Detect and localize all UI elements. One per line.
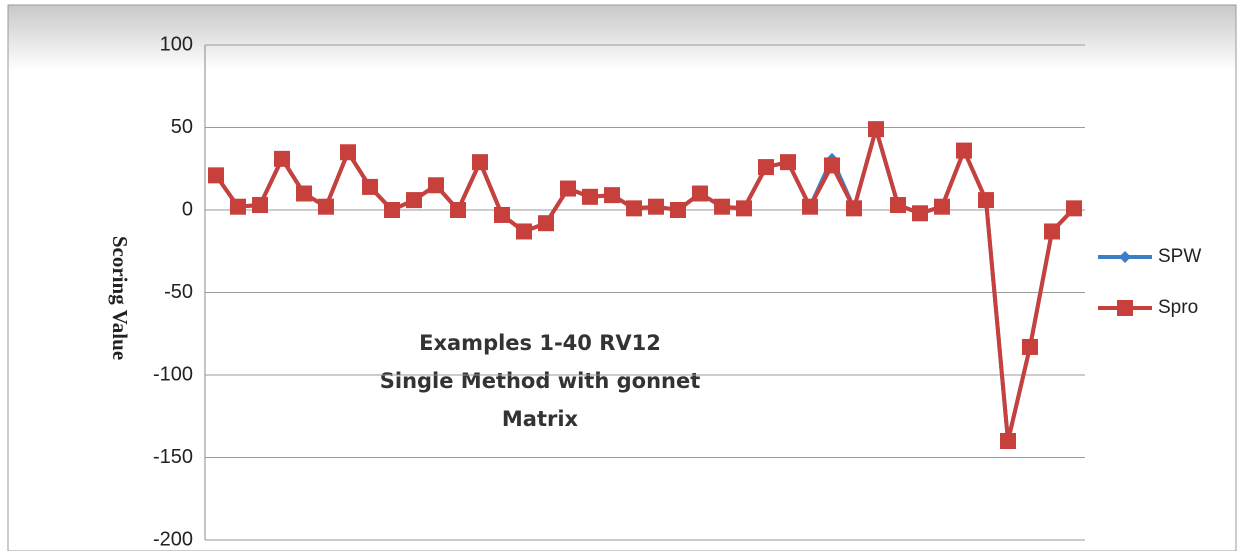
marker <box>890 197 906 214</box>
marker <box>472 154 488 171</box>
y-tick-label: -200 <box>153 528 193 550</box>
annotation: Examples 1-40 RV12 <box>419 331 661 355</box>
marker <box>758 159 774 176</box>
annotation: Matrix <box>502 407 579 431</box>
marker <box>208 167 224 184</box>
y-tick-label: -100 <box>153 363 193 385</box>
marker <box>1022 338 1038 355</box>
marker <box>780 154 796 171</box>
marker <box>978 192 994 209</box>
marker <box>230 198 246 215</box>
marker <box>956 142 972 159</box>
marker <box>428 177 444 194</box>
legend-label: SPW <box>1158 246 1201 267</box>
marker <box>934 198 950 215</box>
marker <box>362 178 378 195</box>
marker <box>406 192 422 209</box>
marker <box>318 198 334 215</box>
y-tick-label: 50 <box>171 116 193 138</box>
y-tick-label: -50 <box>164 281 193 303</box>
marker <box>1044 223 1060 240</box>
marker <box>340 144 356 161</box>
y-axis-label: Scoring Value <box>108 236 132 360</box>
marker <box>692 185 708 202</box>
marker <box>626 200 642 217</box>
marker <box>1000 433 1016 449</box>
series-line <box>214 121 1076 442</box>
marker <box>450 202 466 218</box>
legend-label: Spro <box>1158 297 1198 318</box>
marker <box>912 205 928 222</box>
marker <box>736 200 752 217</box>
marker <box>582 188 598 205</box>
marker <box>648 198 664 215</box>
y-tick-label: -150 <box>153 446 193 468</box>
marker <box>296 185 312 202</box>
marker <box>516 223 532 240</box>
marker <box>252 197 268 214</box>
marker <box>274 150 290 167</box>
y-tick-label: 100 <box>160 33 193 55</box>
legend-marker <box>1117 300 1133 316</box>
marker <box>384 202 400 218</box>
marker <box>538 215 554 232</box>
annotation: Single Method with gonnet <box>380 369 701 393</box>
marker <box>824 157 840 174</box>
marker <box>846 200 862 217</box>
marker <box>868 121 884 138</box>
marker <box>494 206 510 223</box>
marker <box>670 202 686 218</box>
marker <box>560 180 576 197</box>
marker <box>604 187 620 204</box>
y-tick-label: 0 <box>182 198 193 220</box>
marker <box>1066 200 1082 217</box>
legend-marker <box>1119 251 1131 263</box>
marker <box>714 198 730 215</box>
marker <box>802 198 818 215</box>
chart-frame <box>7 4 1237 551</box>
